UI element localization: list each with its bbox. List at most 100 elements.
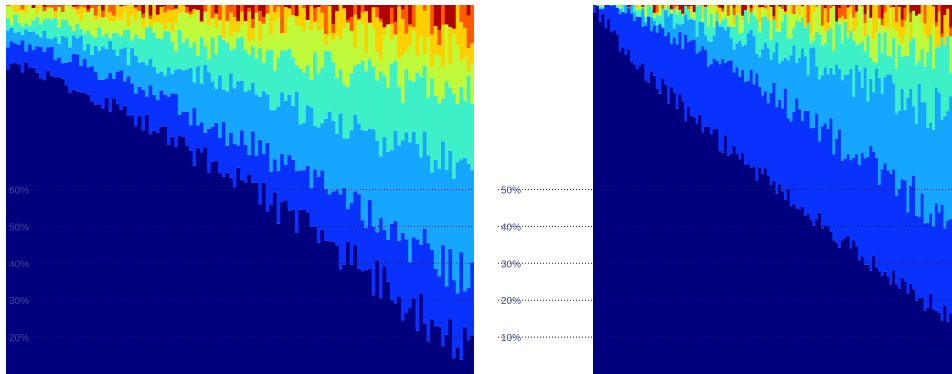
bar-segment: [470, 170, 474, 263]
bar-segment: [649, 31, 654, 72]
bar-segment: [313, 52, 318, 127]
bar-segment: [681, 23, 685, 50]
bar-segment: [815, 6, 819, 33]
bar-segment: [97, 50, 102, 80]
bar-segment: [800, 48, 805, 122]
bar-segment: [276, 223, 281, 374]
bar-segment: [24, 51, 29, 63]
bar-segment: [649, 5, 654, 8]
bar-segment: [177, 5, 183, 14]
bar-segment: [82, 5, 88, 8]
bar-segment: [652, 12, 657, 16]
bar-segment: [883, 12, 888, 28]
bar-segment: [93, 104, 99, 374]
bar-segment: [130, 40, 135, 49]
bar-segment: [695, 124, 700, 374]
bar-segment: [792, 203, 796, 374]
bar-segment: [906, 97, 910, 213]
bar-segment: [675, 5, 680, 10]
bar-segment: [371, 227, 376, 296]
bar-segment: [886, 28, 890, 56]
bar-segment: [444, 334, 450, 374]
bar-segment: [335, 245, 340, 374]
bar-segment: [16, 31, 22, 45]
bar-segment: [232, 5, 237, 18]
bar-segment: [400, 320, 406, 374]
bar-segment: [342, 84, 347, 139]
bar-segment: [726, 155, 731, 374]
bar-segment: [949, 313, 952, 374]
bar-segment: [240, 5, 245, 12]
bar-segment: [769, 39, 774, 60]
bar-segment: [393, 34, 398, 61]
bar-segment: [258, 11, 263, 22]
bar-segment: [378, 71, 384, 157]
bar-segment: [305, 5, 311, 20]
bar-segment: [382, 27, 387, 35]
bar-segment: [889, 7, 893, 57]
bar-segment: [598, 21, 603, 374]
bar-segment: [218, 137, 223, 174]
bar-segment: [886, 74, 890, 171]
bar-segment: [313, 21, 318, 23]
bar-segment: [400, 9, 406, 20]
bar-segment: [732, 145, 737, 374]
bar-segment: [298, 68, 303, 125]
bar-segment: [718, 7, 722, 20]
bar-segment: [452, 358, 457, 374]
bar-segment: [426, 97, 431, 156]
bar-segment: [367, 22, 373, 23]
bar-segment: [761, 95, 765, 175]
bar-segment: [466, 15, 471, 49]
bar-segment: [353, 5, 358, 15]
bar-segment: [632, 64, 637, 374]
bar-segment: [375, 5, 380, 8]
bar-segment: [192, 165, 197, 374]
bar-segment: [331, 191, 336, 242]
bar-segment: [761, 7, 765, 18]
bar-segment: [207, 59, 212, 73]
bar-segment: [769, 92, 774, 186]
bar-segment: [838, 18, 842, 25]
bar-segment: [459, 86, 464, 160]
bar-segment: [667, 6, 671, 17]
bar-segment: [346, 5, 351, 20]
bar-segment: [123, 105, 128, 374]
bar-segment: [243, 182, 248, 374]
bar-segment: [229, 177, 234, 374]
bar-segment: [433, 95, 439, 160]
bar-segment: [60, 35, 66, 64]
bar-segment: [75, 8, 80, 15]
bar-segment: [327, 5, 333, 36]
bar-segment: [775, 107, 779, 194]
bar-segment: [763, 91, 768, 169]
bar-segment: [13, 43, 18, 64]
bar-segment: [746, 7, 751, 24]
bar-segment: [364, 5, 369, 12]
bar-segment: [367, 5, 373, 23]
bar-segment: [818, 6, 822, 35]
bar-segment: [313, 169, 318, 227]
bar-segment: [798, 109, 802, 210]
bar-segment: [738, 159, 742, 374]
bar-segment: [698, 114, 702, 374]
bar-segment: [232, 187, 237, 374]
bar-segment: [342, 264, 347, 374]
bar-segment: [818, 212, 822, 374]
bar-segment: [207, 5, 212, 25]
bar-segment: [706, 41, 711, 67]
bar-segment: [732, 15, 737, 25]
bar-segment: [838, 7, 842, 19]
bar-segment: [367, 269, 373, 374]
bar-segment: [840, 5, 845, 16]
bar-segment: [181, 5, 186, 13]
bar-segment: [276, 171, 281, 224]
bar-segment: [635, 69, 640, 374]
bar-segment: [364, 53, 369, 72]
bar-segment: [655, 14, 660, 26]
y-tick-label: 40%: [9, 259, 29, 270]
bar-segment: [909, 185, 913, 284]
bar-segment: [943, 14, 947, 46]
bar-segment: [148, 15, 153, 19]
bar-segment: [60, 78, 66, 374]
